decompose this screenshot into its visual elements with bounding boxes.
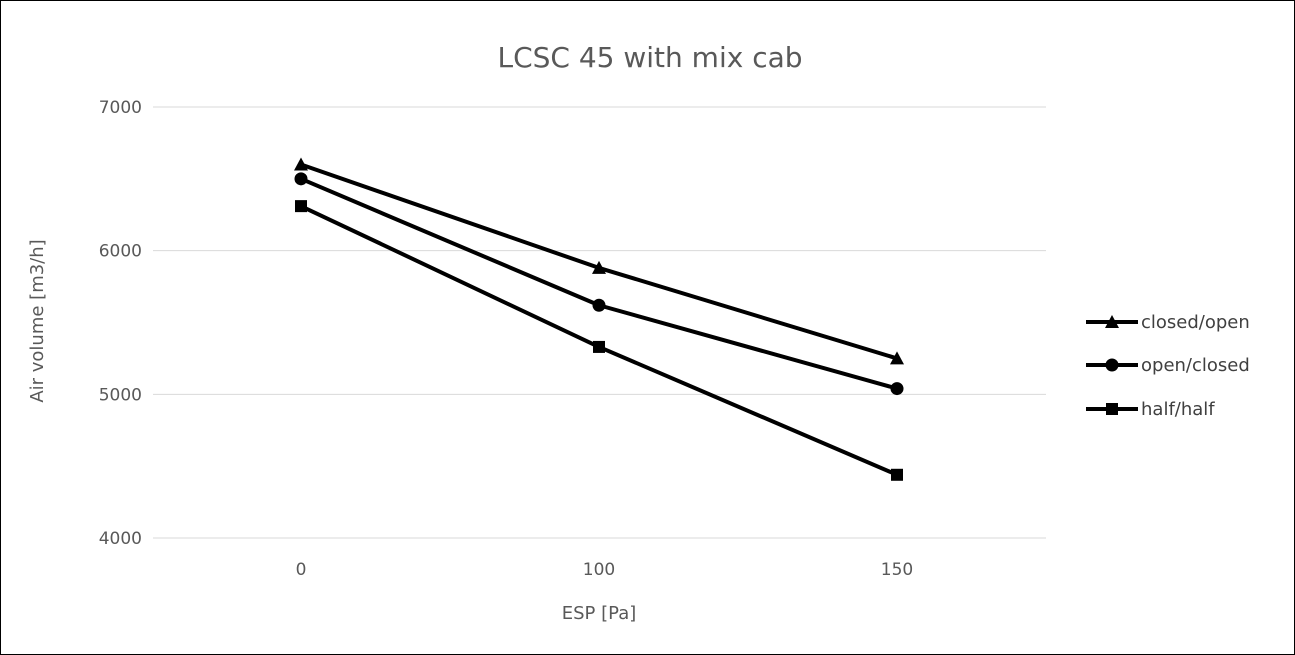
gridlines (153, 106, 1046, 539)
legend-marker (1106, 403, 1118, 415)
series-line (300, 176, 898, 391)
data-point (891, 468, 903, 481)
data-point (592, 298, 606, 312)
y-tick-label: 5000 (99, 385, 142, 405)
series-lines (294, 157, 904, 481)
legend-marker (1105, 358, 1119, 372)
chart-title: LCSC 45 with mix cab (497, 41, 802, 74)
data-point (295, 200, 307, 213)
series-line (300, 204, 898, 477)
x-axis-ticks: 0 100 150 (296, 560, 914, 580)
data-point (890, 382, 904, 396)
legend-label: half/half (1141, 399, 1215, 420)
y-tick-label: 4000 (99, 529, 142, 549)
legend-item: closed/open (1086, 312, 1250, 333)
legend-label: closed/open (1141, 312, 1250, 333)
x-tick-label: 150 (881, 560, 913, 580)
data-point (294, 172, 308, 186)
y-tick-label: 6000 (99, 242, 142, 262)
x-tick-label: 100 (583, 560, 615, 580)
x-tick-label: 0 (296, 560, 307, 580)
y-axis-title: Air volume [m3/h] (27, 239, 48, 402)
data-point (592, 260, 606, 274)
series-circle (294, 172, 904, 396)
series-triangle (294, 157, 904, 365)
legend-item: open/closed (1086, 355, 1250, 376)
legend-item: half/half (1086, 399, 1215, 420)
series-square (295, 200, 903, 481)
data-point (593, 340, 605, 353)
data-point (294, 157, 308, 171)
legend: closed/open open/closed half/half (1086, 312, 1250, 420)
y-axis-ticks: 4000 5000 6000 7000 (99, 98, 142, 549)
legend-label: open/closed (1141, 355, 1250, 376)
y-tick-label: 7000 (99, 98, 142, 118)
legend-marker (1105, 315, 1119, 328)
data-point (890, 351, 904, 365)
x-axis-title: ESP [Pa] (562, 603, 637, 624)
